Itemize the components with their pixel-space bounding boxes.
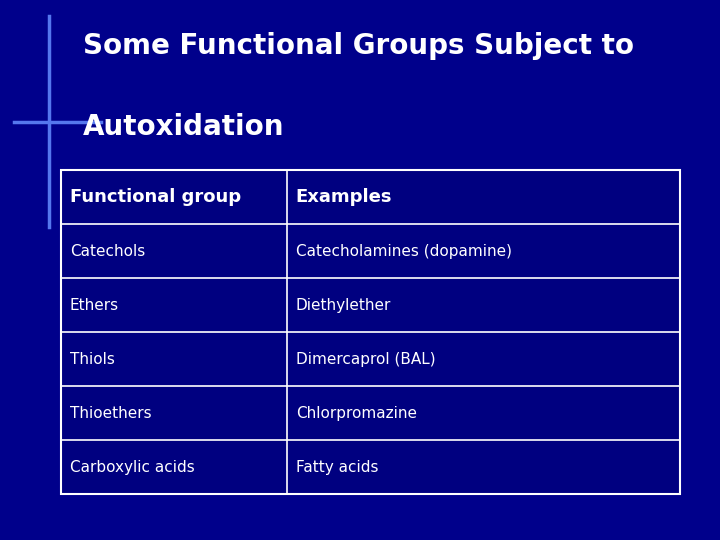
- Text: Carboxylic acids: Carboxylic acids: [70, 460, 194, 475]
- Text: Functional group: Functional group: [70, 188, 241, 206]
- Text: Examples: Examples: [296, 188, 392, 206]
- Text: Dimercaprol (BAL): Dimercaprol (BAL): [296, 352, 436, 367]
- Text: Diethylether: Diethylether: [296, 298, 391, 313]
- Text: Fatty acids: Fatty acids: [296, 460, 378, 475]
- Bar: [61, 170, 680, 494]
- Text: Chlorpromazine: Chlorpromazine: [296, 406, 417, 421]
- Text: Thiols: Thiols: [70, 352, 114, 367]
- Text: Ethers: Ethers: [70, 298, 119, 313]
- Text: Some Functional Groups Subject to: Some Functional Groups Subject to: [83, 32, 634, 60]
- Text: Catechols: Catechols: [70, 244, 145, 259]
- Text: Thioethers: Thioethers: [70, 406, 151, 421]
- Text: Catecholamines (dopamine): Catecholamines (dopamine): [296, 244, 512, 259]
- Text: Autoxidation: Autoxidation: [83, 113, 284, 141]
